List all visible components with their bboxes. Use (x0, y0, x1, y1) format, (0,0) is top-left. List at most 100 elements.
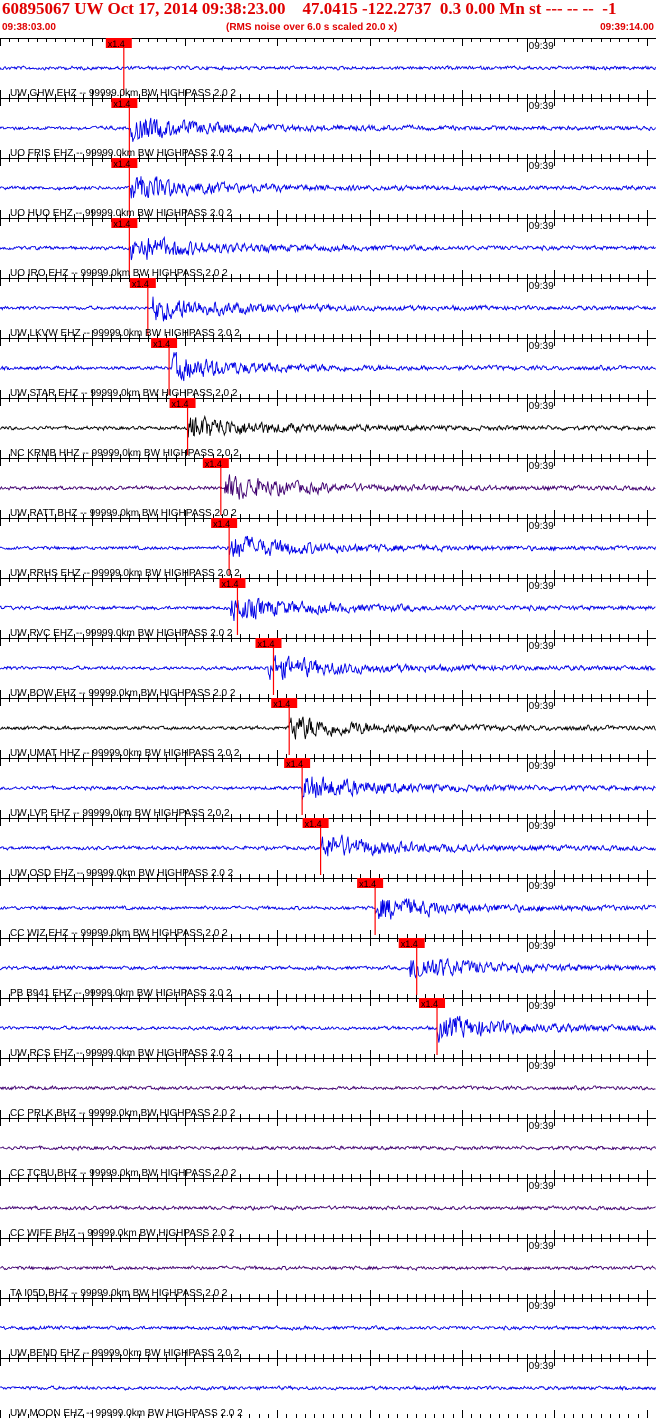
minute-label: 09:39 (529, 461, 554, 472)
minute-label: 09:39 (529, 941, 554, 952)
trace-panel: 09:39 CC PRLK BHZ -- 99999.0km BW HIGHPAS… (0, 1058, 656, 1119)
pick-label: x1.4 (108, 39, 125, 49)
minute-label: 09:39 (529, 521, 554, 532)
trace-panel: 09:39 x1.4 UW RRHS EHZ -- 99999.0km BW HIG… (0, 518, 656, 579)
pick-label: x1.4 (172, 399, 189, 409)
trace-panel: 09:39 x1.4 UW OSD EHZ -- 99999.0km BW HIGH… (0, 818, 656, 879)
waveform (0, 1204, 656, 1211)
trace-panel: 09:39 x1.4 PB B941 EHZ -- 99999.0km BW HIG… (0, 938, 656, 999)
waveform (0, 117, 656, 142)
station-label: UW BEND EHZ -- 99999.0km BW HIGHPASS 2.0… (10, 1348, 240, 1359)
station-label: UO IRO EHZ -- 99999.0km BW HIGHPASS 2.0 … (10, 268, 228, 279)
pick-label: x1.4 (273, 699, 290, 709)
station-label: UW RVC EHZ -- 99999.0km BW HIGHPASS 2.0 … (10, 628, 233, 639)
waveform (0, 655, 656, 680)
station-label: CC PRLK BHZ -- 99999.0km BW HIGHPASS 2.0… (10, 1108, 236, 1119)
pick-label: x1.4 (113, 99, 130, 109)
trace-panel: 09:39 x1.4 UW GHW EHZ -- 99999.0km BW HIGH… (0, 38, 656, 99)
waveform (0, 474, 656, 500)
minute-label: 09:39 (529, 1121, 554, 1132)
pick-flag (111, 98, 138, 108)
end-time: 09:39:14.00 (600, 22, 654, 33)
waveform (0, 64, 656, 72)
trace-panel: 09:39 x1.4 UO HUO EHZ -- 99999.0km BW HIGH… (0, 158, 656, 219)
pick-label: x1.4 (205, 459, 222, 469)
station-label: UW BOW EHZ -- 99999.0km BW HIGHPASS 2.0 … (10, 688, 236, 699)
minute-label: 09:39 (529, 761, 554, 772)
pick-flag (202, 458, 229, 468)
station-label: UW RATT BHZ -- 99999.0km BW HIGHPASS 2.0… (10, 508, 237, 519)
waveform (0, 176, 656, 199)
trace-panel: 09:39 x1.4 UW LVP EHZ -- 99999.0km BW HIGH… (0, 758, 656, 819)
waveform (0, 597, 656, 622)
pick-flag (111, 218, 138, 228)
station-label: UW RCS EHZ -- 99999.0km BW HIGHPASS 2.0 … (10, 1048, 233, 1059)
pick-label: x1.4 (257, 639, 274, 649)
pick-flag (111, 158, 138, 168)
minute-label: 09:39 (529, 41, 554, 52)
minute-label: 09:39 (529, 1241, 554, 1252)
pick-label: x1.4 (113, 159, 130, 169)
minute-label: 09:39 (529, 1361, 554, 1372)
station-label: UW RRHS EHZ -- 99999.0km BW HIGHPASS 2.0… (10, 568, 240, 579)
pick-label: x1.4 (113, 219, 130, 229)
pick-flag (169, 398, 196, 408)
minute-label: 09:39 (529, 641, 554, 652)
minute-label: 09:39 (529, 881, 554, 892)
waveform (0, 1144, 656, 1152)
pick-flag (398, 938, 425, 948)
trace-panel: 09:39 x1.4 UO IRO EHZ -- 99999.0km BW HIGH… (0, 218, 656, 279)
station-label: UW MOON EHZ -- 99999.0km BW HIGHPASS 2.0… (10, 1408, 243, 1418)
trace-panel: 09:39 x1.4 UW LKVW EHZ -- 99999.0km BW HIG… (0, 278, 656, 339)
waveform (0, 535, 656, 557)
pick-label: x1.4 (305, 819, 322, 829)
station-label: UO HUO EHZ -- 99999.0km BW HIGHPASS 2.0 … (10, 208, 233, 219)
pick-flag (271, 698, 298, 708)
event-title: 60895067 UW Oct 17, 2014 09:38:23.00 47.… (2, 0, 617, 18)
station-label: PB B941 EHZ -- 99999.0km BW HIGHPASS 2.0… (10, 988, 232, 999)
waveform (0, 776, 656, 800)
pick-label: x1.4 (132, 279, 149, 289)
trace-panel: 09:39 x1.4 UW RCS EHZ -- 99999.0km BW HIGH… (0, 998, 656, 1059)
station-label: CC WIZ EHZ -- 99999.0km BW HIGHPASS 2.0 … (10, 928, 228, 939)
trace-panel: 09:39 CC TCBU BHZ -- 99999.0km BW HIGHPAS… (0, 1118, 656, 1179)
start-time: 09:38:03.00 (2, 22, 56, 33)
pick-flag (211, 518, 238, 528)
trace-panel: 09:39 CC WIFE BHZ -- 99999.0km BW HIGHPAS… (0, 1178, 656, 1239)
trace-panel: 09:39 x1.4 UO FRIS EHZ -- 99999.0km BW HIG… (0, 98, 656, 159)
minute-label: 09:39 (529, 341, 554, 352)
waveform (0, 1384, 656, 1392)
pick-flag (129, 278, 156, 288)
minute-label: 09:39 (529, 281, 554, 292)
minute-label: 09:39 (529, 821, 554, 832)
trace-panel: 09:39 UW MOON EHZ -- 99999.0km BW HIGHPAS… (0, 1358, 656, 1418)
pick-flag (255, 638, 282, 648)
station-label: CC TCBU BHZ -- 99999.0km BW HIGHPASS 2.0… (10, 1168, 237, 1179)
pick-label: x1.4 (221, 579, 238, 589)
station-label: UW STAR EHZ -- 99999.0km BW HIGHPASS 2.0… (10, 388, 238, 399)
header: 60895067 UW Oct 17, 2014 09:38:23.00 47.… (0, 0, 656, 38)
pick-label: x1.4 (153, 339, 170, 349)
minute-label: 09:39 (529, 1001, 554, 1012)
noise-note: (RMS noise over 6.0 s scaled 20.0 x) (226, 22, 398, 33)
waveform (0, 957, 656, 979)
minute-label: 09:39 (529, 1181, 554, 1192)
station-label: UW OSD EHZ -- 99999.0km BW HIGHPASS 2.0 … (10, 868, 234, 879)
waveform (0, 834, 656, 857)
station-label: UW GHW EHZ -- 99999.0km BW HIGHPASS 2.0 … (10, 88, 236, 99)
waveform (0, 235, 656, 261)
pick-flag (219, 578, 246, 588)
waveform (0, 414, 656, 438)
waveform (0, 898, 656, 920)
minute-label: 09:39 (529, 401, 554, 412)
pick-label: x1.4 (286, 759, 303, 769)
trace-panel: 09:39 TA I05D BHZ -- 99999.0km BW HIGHPAS… (0, 1238, 656, 1299)
waveform (0, 1015, 656, 1043)
station-label: UW LVP EHZ -- 99999.0km BW HIGHPASS 2.0 … (10, 808, 230, 819)
waveform (0, 1324, 656, 1332)
station-label: CC WIFE BHZ -- 99999.0km BW HIGHPASS 2.0… (10, 1228, 235, 1239)
station-label: NC KRMB HHZ -- 99999.0km BW HIGHPASS 2.0… (10, 448, 239, 459)
pick-flag (105, 38, 132, 48)
trace-panel: 09:39 x1.4 UW UMAT HHZ -- 99999.0km BW HIG… (0, 698, 656, 759)
